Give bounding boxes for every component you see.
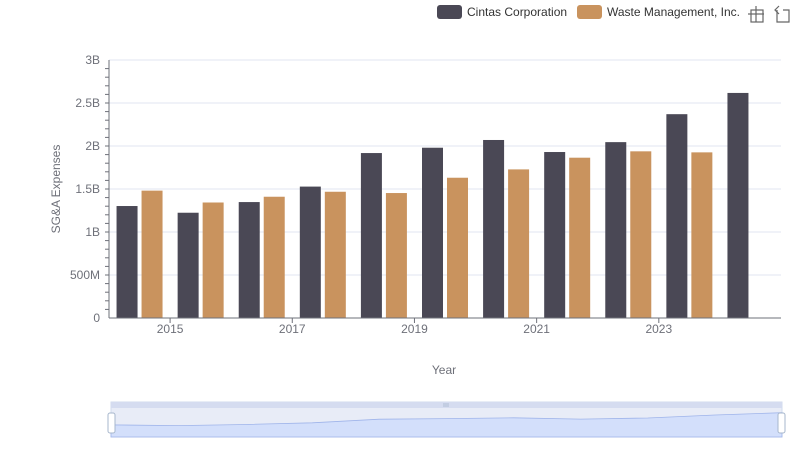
legend-item-cintas[interactable]: Cintas Corporation (437, 5, 567, 19)
bars (116, 92, 749, 319)
bar-cintas-2015[interactable] (177, 212, 199, 318)
y-tick-label: 0 (93, 311, 100, 325)
bar-waste-management-2016[interactable] (263, 196, 285, 318)
bar-cintas-2014[interactable] (116, 206, 138, 318)
bar-cintas-2018[interactable] (360, 153, 382, 318)
y-axis-title: SG&A Expenses (49, 145, 63, 234)
x-axis-title: Year (432, 363, 456, 377)
y-tick-label: 2B (85, 139, 100, 153)
bar-cintas-2020[interactable] (483, 139, 505, 318)
y-tick-label: 1.5B (75, 182, 100, 196)
x-tick-label: 2023 (645, 322, 672, 336)
bar-waste-management-2019[interactable] (447, 177, 468, 318)
legend-swatch-waste-management (577, 5, 602, 19)
bar-cintas-2023[interactable] (666, 114, 688, 319)
x-tick-label: 2015 (157, 322, 184, 336)
y-minor-ticks (105, 68, 109, 310)
y-tick-labels: 0 500M 1B 1.5B 2B 2.5B 3B (70, 53, 100, 325)
bar-waste-management-2022[interactable] (630, 151, 652, 318)
data-zoom-top-bar[interactable] (111, 402, 782, 408)
x-tick-labels: 2015 2017 2019 2021 2023 (157, 322, 673, 336)
legend-label-cintas: Cintas Corporation (467, 5, 567, 19)
data-zoom-slider[interactable] (107, 401, 786, 438)
bar-waste-management-2023[interactable] (691, 152, 713, 318)
x-tick-label: 2021 (523, 322, 550, 336)
legend[interactable]: Cintas Corporation Waste Management, Inc… (437, 5, 740, 19)
data-zoom-handle-right[interactable] (777, 412, 786, 434)
bar-cintas-2016[interactable] (238, 202, 260, 318)
legend-swatch-cintas (437, 5, 462, 19)
y-tick-label: 500M (70, 268, 100, 282)
bar-waste-management-2020[interactable] (508, 169, 530, 318)
bar-cintas-2021[interactable] (544, 152, 566, 318)
x-tick-label: 2017 (279, 322, 306, 336)
bar-waste-management-2017[interactable] (324, 191, 346, 318)
x-tick-label: 2019 (401, 322, 428, 336)
bar-waste-management-2014[interactable] (141, 190, 163, 318)
y-tick-label: 2.5B (75, 96, 100, 110)
bar-cintas-2019[interactable] (422, 147, 443, 318)
legend-label-waste-management: Waste Management, Inc. (607, 5, 740, 19)
data-zoom-handle-left[interactable] (107, 412, 116, 434)
bar-cintas-2022[interactable] (605, 142, 627, 318)
bar-waste-management-2021[interactable] (569, 157, 591, 318)
bar-cintas-2024[interactable] (727, 92, 749, 318)
y-tick-label: 1B (85, 225, 100, 239)
legend-item-waste-management[interactable]: Waste Management, Inc. (577, 5, 740, 19)
restore-icon[interactable] (774, 5, 790, 23)
zoom-select-icon[interactable] (748, 6, 764, 23)
bar-cintas-2017[interactable] (299, 186, 321, 318)
y-tick-label: 3B (85, 53, 100, 67)
data-zoom-preview-area (110, 412, 783, 438)
axes (108, 60, 781, 323)
bar-waste-management-2018[interactable] (385, 193, 407, 318)
data-zoom-grip-icon[interactable] (443, 403, 449, 407)
bar-waste-management-2015[interactable] (202, 202, 224, 318)
